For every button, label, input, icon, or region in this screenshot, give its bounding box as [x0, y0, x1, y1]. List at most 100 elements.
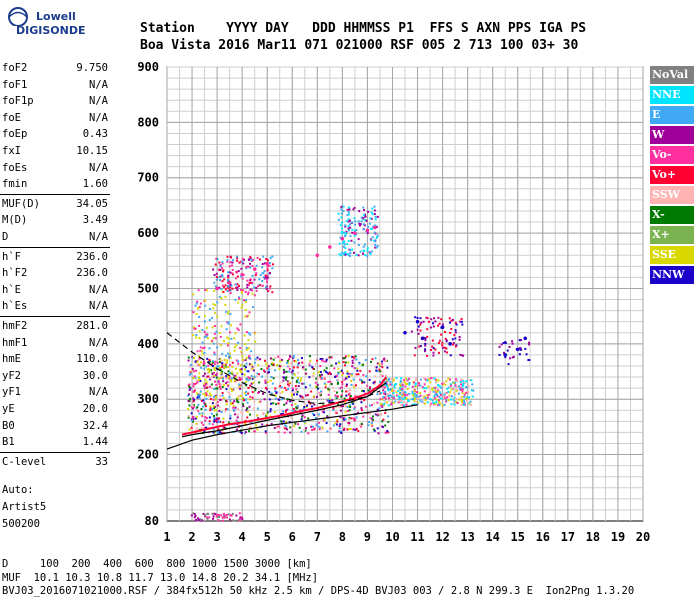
echo-point — [209, 405, 212, 408]
echo-point — [457, 385, 460, 388]
echo-point — [303, 416, 306, 419]
echo-point — [214, 263, 217, 266]
echo-point — [390, 388, 393, 391]
echo-point — [404, 391, 407, 394]
echo-point — [226, 321, 229, 324]
echo-point — [205, 326, 208, 329]
echo-point — [323, 411, 326, 414]
echo-point — [319, 390, 322, 393]
echo-point — [400, 401, 403, 404]
echo-point — [319, 375, 322, 378]
echo-point — [267, 290, 270, 293]
echo-point — [289, 426, 292, 429]
echo-point — [288, 421, 291, 424]
echo-point — [213, 416, 216, 419]
echo-point — [343, 357, 346, 360]
echo-point — [264, 430, 267, 433]
echo-point — [332, 409, 335, 412]
echo-point — [413, 381, 416, 384]
echo-point — [212, 517, 215, 520]
echo-point — [283, 431, 286, 434]
echo-point — [247, 258, 250, 261]
echo-point — [282, 420, 285, 423]
echo-point — [266, 371, 269, 374]
echo-point — [189, 363, 192, 366]
echo-point — [203, 382, 206, 385]
echo-point — [379, 370, 382, 373]
param-value: 32.4 — [82, 419, 108, 432]
echo-point — [375, 369, 378, 372]
echo-point — [348, 418, 351, 421]
echo-point — [381, 363, 384, 366]
echo-point — [452, 342, 455, 345]
echo-point — [454, 329, 457, 332]
echo-point — [258, 258, 261, 261]
echo-point — [469, 379, 472, 382]
echo-point — [461, 390, 464, 393]
echo-point — [365, 219, 368, 222]
echo-point — [244, 368, 247, 371]
echo-point — [325, 358, 328, 361]
echo-point — [240, 350, 243, 353]
echo-point — [226, 376, 229, 379]
echo-point — [202, 405, 205, 408]
echo-point — [307, 432, 310, 435]
echo-point — [423, 377, 426, 380]
echo-point — [236, 372, 239, 375]
echo-point — [353, 407, 356, 410]
echo-point — [380, 391, 383, 394]
echo-point — [337, 372, 340, 375]
echo-point — [266, 278, 269, 281]
echo-point — [213, 363, 216, 366]
echo-point — [423, 390, 426, 393]
echo-point — [289, 431, 292, 434]
echo-point — [202, 393, 205, 396]
echo-point — [228, 421, 231, 424]
echo-point — [199, 380, 202, 383]
echo-point — [460, 379, 463, 382]
echo-point — [329, 380, 332, 383]
echo-point — [215, 330, 218, 333]
echo-point — [230, 387, 233, 390]
echo-point — [241, 260, 244, 263]
echo-point — [342, 429, 345, 432]
echo-point — [461, 395, 464, 398]
echo-point — [438, 399, 441, 402]
echo-point — [413, 388, 416, 391]
param-row: C-level 33 — [0, 454, 110, 471]
series-point — [415, 319, 420, 324]
echo-point — [264, 381, 267, 384]
echo-point — [254, 332, 257, 335]
param-row: hmE 110.0 — [0, 351, 110, 368]
echo-point — [340, 430, 343, 433]
echo-point — [299, 395, 302, 398]
echo-point — [189, 387, 192, 390]
echo-point — [342, 372, 345, 375]
echo-point — [322, 360, 325, 363]
echo-point — [398, 399, 401, 402]
echo-point — [459, 396, 462, 399]
echo-point — [219, 264, 222, 267]
echo-point — [347, 213, 350, 216]
echo-point — [212, 361, 215, 364]
echo-point — [216, 361, 219, 364]
echo-point — [218, 385, 221, 388]
echo-point — [453, 381, 456, 384]
echo-point — [282, 410, 285, 413]
echo-point — [227, 279, 230, 282]
echo-point — [362, 374, 365, 377]
echo-point — [454, 397, 457, 400]
echo-point — [192, 326, 195, 329]
echo-point — [217, 519, 220, 522]
echo-point — [334, 410, 337, 413]
station-header: Station YYYY DAY DDD HHMMSS P1 FFS S AXN… — [140, 20, 586, 54]
echo-point — [377, 432, 380, 435]
echo-point — [323, 418, 326, 421]
echo-point — [196, 408, 199, 411]
echo-point — [300, 395, 303, 398]
echo-point — [222, 383, 225, 386]
echo-point — [192, 390, 195, 393]
echo-point — [455, 323, 458, 326]
echo-point — [374, 218, 377, 221]
echo-point — [187, 399, 190, 402]
